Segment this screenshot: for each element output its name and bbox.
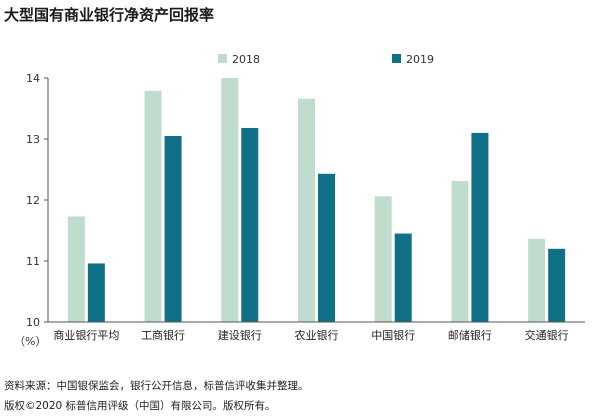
bar-2019 (394, 233, 412, 322)
bar-2018 (298, 98, 315, 323)
bar-2019 (318, 173, 335, 322)
bar-2019 (164, 135, 182, 322)
legend-label-2019: 2019 (406, 53, 434, 66)
x-category-label: 邮储银行 (448, 328, 492, 342)
x-category-label: 农业银行 (295, 328, 339, 342)
y-axis: 10 11 12 13 14 (26, 72, 49, 329)
y-tick-label: 14 (26, 72, 40, 85)
legend-label-2018: 2018 (232, 53, 260, 66)
x-category-label: 商业银行平均 (53, 328, 119, 342)
x-category-label: 中国银行 (371, 328, 415, 342)
bar-2018 (144, 90, 162, 322)
y-tick-label: 11 (26, 255, 40, 268)
y-tick-label: 13 (26, 133, 40, 146)
bar-2019 (548, 248, 566, 322)
bar-2019 (471, 132, 489, 322)
legend-swatch-2018 (218, 54, 227, 63)
x-category-label: 工商银行 (141, 328, 185, 342)
bar-2018 (67, 216, 85, 322)
chart-title: 大型国有商业银行净资产回报率 (4, 6, 215, 24)
bars (67, 78, 566, 323)
bar-2019 (241, 128, 259, 322)
bar-2018 (374, 196, 392, 322)
y-axis-unit-label: （%） (14, 335, 46, 348)
copyright-note: 版权©2020 标普信用评级（中国）有限公司。版权所有。 (4, 400, 276, 412)
bar-2019 (87, 263, 105, 322)
bar-2018 (528, 239, 546, 322)
bar-2018 (451, 181, 469, 322)
y-tick-label: 10 (26, 316, 40, 329)
legend: 2018 2019 (218, 53, 434, 66)
y-tick-label: 12 (26, 194, 40, 207)
x-category-label: 交通银行 (525, 328, 569, 342)
x-category-label: 建设银行 (218, 328, 262, 342)
bar-2018 (221, 78, 239, 322)
legend-swatch-2019 (392, 54, 401, 63)
source-note: 资料来源：中国银保监会，银行公开信息，标普信评收集并整理。 (4, 380, 309, 392)
x-axis: 商业银行平均 工商银行 建设银行 农业银行 中国银行 邮储银行 交通银行 (48, 321, 585, 342)
